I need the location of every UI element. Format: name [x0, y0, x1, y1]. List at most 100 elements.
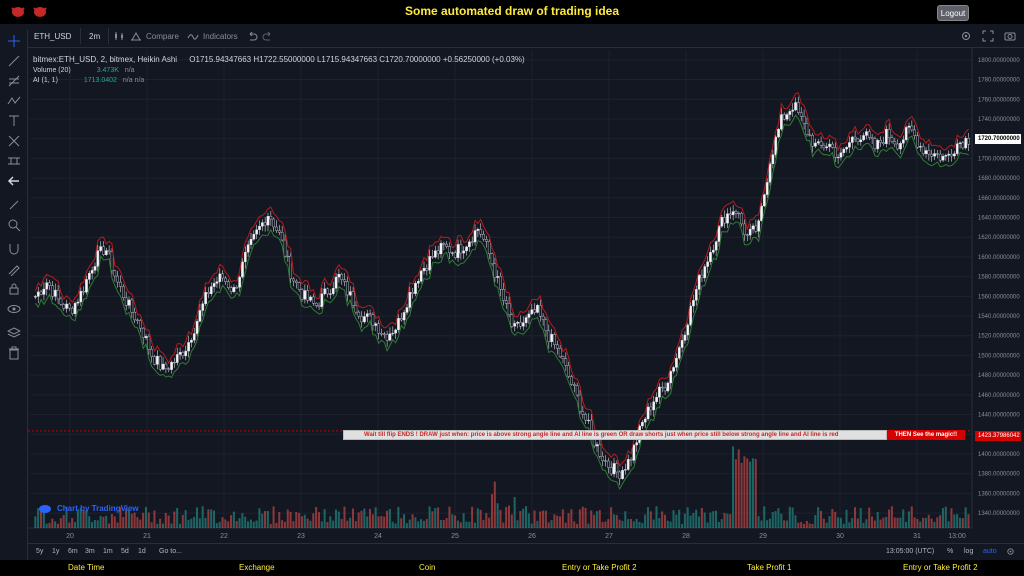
settings-gear-icon[interactable] — [960, 30, 972, 42]
time-axis-label: 28 — [682, 533, 690, 540]
undo-icon[interactable] — [246, 30, 258, 42]
fib-icon[interactable] — [7, 74, 21, 88]
volume-bar — [632, 521, 635, 528]
pencil-icon[interactable] — [7, 262, 21, 276]
volume-bar — [357, 512, 360, 528]
compare-icon[interactable] — [130, 30, 142, 42]
candle-body — [734, 211, 738, 214]
volume-bar — [144, 506, 147, 528]
candle-body — [496, 276, 500, 278]
candle-body — [365, 313, 369, 317]
range-6m[interactable]: 6m — [68, 548, 78, 555]
range-1m[interactable]: 1m — [103, 548, 113, 555]
candle-body — [241, 261, 244, 278]
volume-bar — [610, 507, 613, 528]
volume-bar — [902, 509, 905, 528]
volume-bar — [207, 509, 210, 528]
logout-button[interactable]: Logout — [937, 5, 969, 21]
candle-body — [768, 163, 772, 183]
volume-bar — [666, 520, 669, 528]
symbol-search[interactable]: ETH_USD — [34, 32, 72, 41]
volume-bar — [224, 519, 227, 528]
magnet-icon[interactable] — [7, 242, 21, 256]
candle-body — [675, 357, 678, 368]
candle-body — [780, 114, 783, 130]
shapes-icon[interactable] — [7, 134, 21, 148]
ruler-icon[interactable] — [7, 154, 21, 168]
price-chart[interactable]: 1800.00000000 1780.00000000 1760.00000000 1… — [28, 48, 1024, 543]
volume-bar — [510, 514, 513, 528]
volume-bar — [431, 511, 434, 528]
candle-body — [743, 223, 746, 235]
time-axis-label: 23 — [297, 533, 305, 540]
volume-bar — [283, 521, 286, 528]
volume-bar — [110, 514, 113, 528]
settings-gear-icon[interactable] — [1006, 547, 1015, 556]
candle-body — [629, 459, 633, 461]
volume-bar — [629, 518, 632, 528]
range-1d[interactable]: 1d — [138, 548, 146, 555]
candle-body — [555, 344, 559, 349]
candle-body — [748, 228, 752, 236]
volume-bar — [337, 511, 340, 528]
volume-bar — [456, 520, 459, 528]
fullscreen-icon[interactable] — [982, 30, 994, 42]
pattern-icon[interactable] — [7, 94, 21, 108]
text-tool-icon[interactable] — [7, 114, 21, 128]
goto-button[interactable]: Go to... — [159, 548, 182, 555]
trash-icon[interactable] — [7, 346, 21, 360]
range-1y[interactable]: 1y — [52, 548, 60, 555]
candle-body — [958, 142, 962, 144]
auto-toggle[interactable]: auto — [983, 548, 997, 555]
interval-button[interactable]: 2m — [89, 32, 101, 41]
volume-bar — [54, 521, 57, 528]
trendline-icon[interactable] — [7, 54, 21, 68]
candle-body — [79, 290, 83, 303]
volume-bar — [119, 507, 122, 528]
candle-body — [295, 280, 298, 283]
candles-icon[interactable] — [113, 30, 125, 42]
volume-bar — [783, 520, 786, 528]
log-toggle[interactable]: log — [964, 548, 974, 555]
candle-body — [351, 291, 355, 306]
candle-body — [726, 213, 729, 224]
indicators-button[interactable]: Indicators — [203, 32, 238, 41]
candle-body — [751, 225, 755, 230]
candle-body — [777, 129, 780, 138]
eye-icon[interactable] — [7, 302, 21, 316]
layers-icon[interactable] — [7, 326, 21, 340]
ai-label[interactable]: AI (1, 1) — [33, 77, 58, 84]
range-5d[interactable]: 5d — [121, 548, 129, 555]
back-arrow-icon[interactable] — [7, 174, 21, 188]
volume-bar — [108, 523, 111, 528]
crosshair-icon[interactable] — [7, 34, 21, 48]
candle-body — [363, 316, 366, 323]
utc-clock[interactable]: 13:05:00 (UTC) — [886, 548, 935, 555]
compare-button[interactable]: Compare — [146, 32, 179, 41]
candle-body — [797, 102, 800, 113]
volume-label[interactable]: Volume (20) — [33, 67, 71, 74]
legend-symbol[interactable]: bitmex:ETH_USD, 2, bitmex, Heikin Ashi — [33, 55, 178, 64]
camera-icon[interactable] — [1004, 30, 1016, 42]
volume-bar — [919, 521, 922, 528]
volume-bar — [476, 508, 479, 528]
measure-icon[interactable] — [7, 198, 21, 212]
redo-icon[interactable] — [262, 30, 274, 42]
volume-bar — [587, 523, 590, 528]
volume-bar — [349, 517, 352, 528]
volume-bar — [788, 506, 791, 528]
volume-bar — [178, 523, 181, 528]
volume-bar — [570, 509, 573, 528]
range-3m[interactable]: 3m — [85, 548, 95, 555]
volume-bar — [295, 511, 298, 528]
range-5y[interactable]: 5y — [36, 548, 44, 555]
lock-icon[interactable] — [7, 282, 21, 296]
candle-body — [870, 137, 874, 139]
volume-bar — [655, 506, 658, 528]
indicators-icon[interactable] — [187, 30, 199, 42]
tradingview-watermark[interactable]: Chart by TradingView — [38, 503, 139, 513]
zoom-icon[interactable] — [7, 218, 21, 232]
candle-body — [516, 321, 519, 324]
candle-body — [700, 274, 704, 279]
percent-toggle[interactable]: % — [947, 548, 954, 555]
